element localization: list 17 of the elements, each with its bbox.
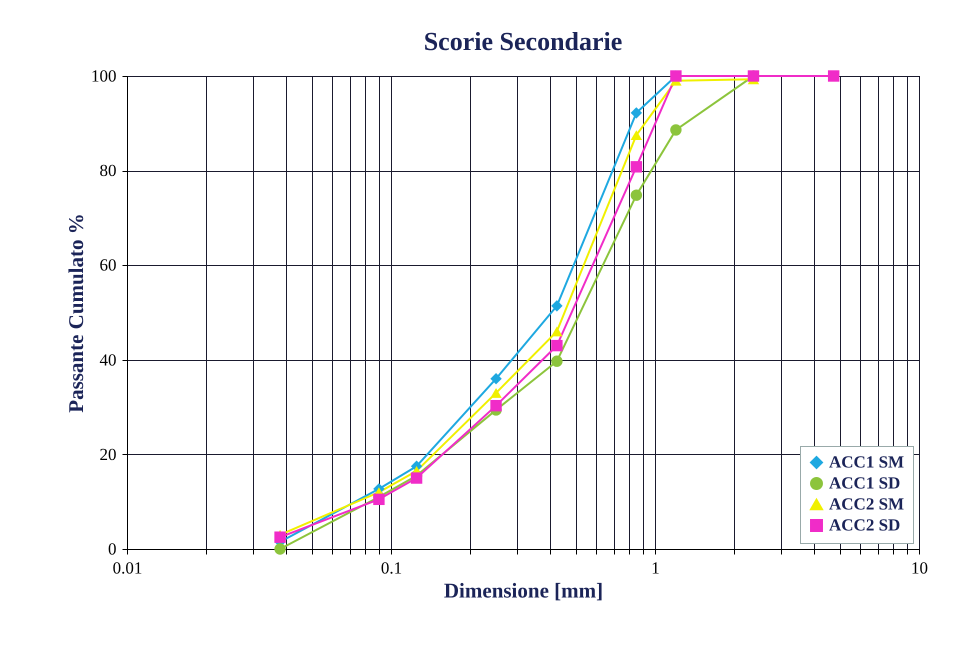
legend-label: ACC2 SM — [829, 494, 904, 514]
chart-title: Scorie Secondarie — [424, 27, 622, 56]
y-tick-label: 20 — [100, 444, 116, 464]
x-tick-label: 1 — [651, 558, 660, 578]
legend-label: ACC2 SD — [829, 516, 900, 534]
legend-label: ACC1 SM — [829, 452, 904, 472]
x-tick-label: 10 — [911, 558, 928, 578]
y-axis-title: Passante Cumulato % — [64, 213, 88, 413]
y-tick-label: 100 — [91, 66, 116, 86]
y-tick-label: 60 — [100, 256, 116, 275]
x-axis-title: Dimensione [mm] — [444, 578, 604, 602]
y-tick-label: 80 — [100, 161, 116, 180]
x-tick-label: 0.01 — [112, 558, 142, 578]
x-tick-label: 0.1 — [380, 558, 402, 578]
y-tick-label: 0 — [108, 540, 116, 558]
legend-label: ACC1 SD — [829, 474, 900, 492]
y-tick-label: 40 — [100, 350, 116, 370]
